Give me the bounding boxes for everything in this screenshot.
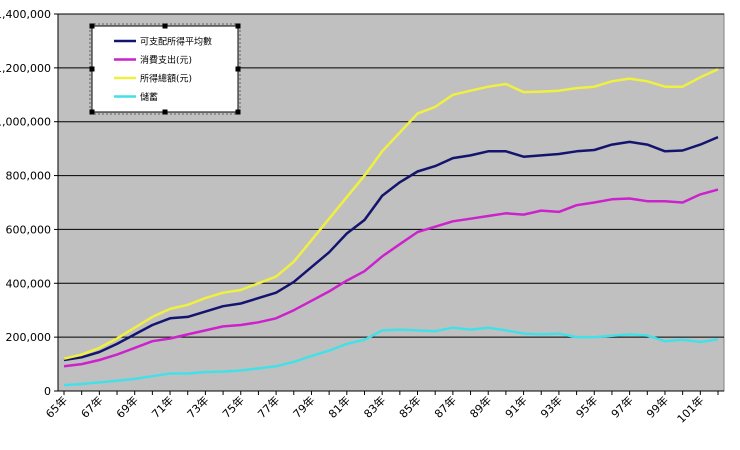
y-axis: 0 200,000 400,000 600,000 800,000 1,000,000 1,… (0, 8, 59, 398)
legend-label-1: 消費支出(元) (140, 54, 192, 66)
legend-label-2: 所得總額(元) (140, 73, 192, 85)
y-tick-label: 1,400,000 (0, 8, 51, 21)
legend-resize-handle[interactable] (235, 109, 241, 115)
series-line-3 (63, 326, 719, 387)
legend-resize-handle[interactable] (235, 66, 241, 72)
legend-resize-handle[interactable] (235, 23, 241, 29)
legend-resize-handle[interactable] (89, 23, 95, 29)
y-tick-label: 400,000 (6, 277, 52, 290)
y-tick-label: 1,200,000 (0, 62, 51, 75)
legend-label-0: 可支配所得平均數 (140, 36, 212, 48)
y-tick-label: 600,000 (6, 223, 52, 236)
y-tick-label: 1,000,000 (0, 116, 51, 129)
legend-resize-handle[interactable] (162, 23, 168, 29)
y-tick-label: 800,000 (6, 170, 52, 183)
series-line-1 (63, 188, 719, 368)
y-tick-label: 200,000 (6, 331, 52, 344)
y-tick-label: 0 (44, 385, 51, 398)
series-line-2 (63, 68, 719, 360)
legend-resize-handle[interactable] (89, 109, 95, 115)
series-layer (63, 68, 719, 387)
series-line-0 (63, 135, 719, 362)
legend-label-3: 儲蓄 (140, 91, 158, 103)
legend-resize-handle[interactable] (162, 109, 168, 115)
legend-resize-handle[interactable] (89, 66, 95, 72)
